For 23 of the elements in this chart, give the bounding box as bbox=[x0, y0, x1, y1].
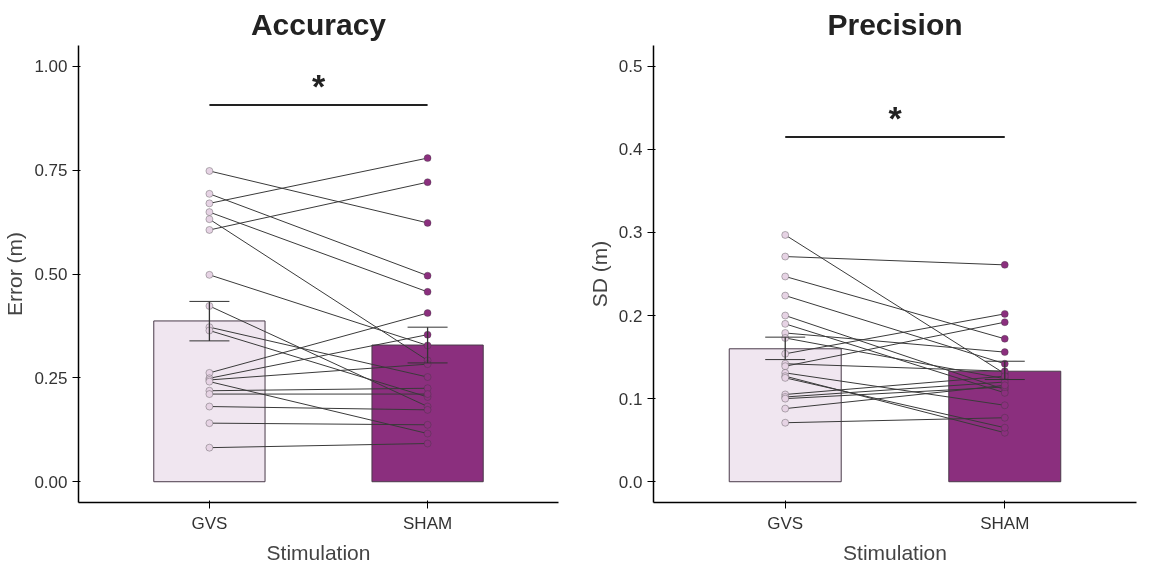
y-axis-title: SD (m) bbox=[587, 240, 611, 308]
y-tick-label: 0.00 bbox=[34, 472, 68, 492]
x-tick-label: GVS bbox=[767, 513, 804, 533]
y-tick-label: 0.3 bbox=[618, 223, 643, 243]
y-tick-label: 0.0 bbox=[618, 472, 643, 492]
y-tick-label: 0.75 bbox=[34, 161, 68, 181]
chart-title: Precision bbox=[827, 7, 963, 41]
y-tick-label: 0.1 bbox=[618, 389, 643, 409]
chart-title: Accuracy bbox=[250, 7, 387, 41]
y-tick-label: 0.25 bbox=[34, 368, 68, 388]
y-axis-title: Error (m) bbox=[3, 232, 27, 316]
x-tick-label: SHAM bbox=[403, 513, 453, 533]
annotation: * bbox=[888, 98, 903, 137]
y-tick-label: 1.00 bbox=[34, 57, 68, 77]
x-tick-label: GVS bbox=[191, 513, 228, 533]
y-tick-label: 0.4 bbox=[618, 140, 643, 160]
y-tick-label: 0.5 bbox=[618, 57, 643, 77]
y-tick-label: 0.2 bbox=[618, 306, 643, 326]
y-tick-label: 0.50 bbox=[34, 265, 68, 284]
x-tick-label: SHAM bbox=[980, 513, 1030, 533]
x-axis-title: Stimulation bbox=[266, 540, 371, 564]
annotation: * bbox=[311, 66, 326, 105]
x-axis-title: Stimulation bbox=[843, 540, 947, 564]
